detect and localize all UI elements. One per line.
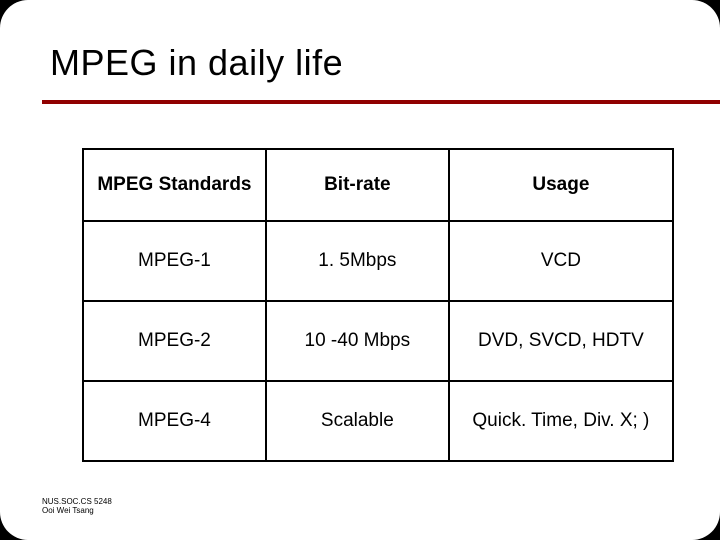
footer: NUS.SOC.CS 5248 Ooi Wei Tsang <box>42 497 112 516</box>
table-row: MPEG-2 10 -40 Mbps DVD, SVCD, HDTV <box>83 301 673 381</box>
cell-bitrate: 10 -40 Mbps <box>266 301 449 381</box>
mpeg-table-container: MPEG Standards Bit-rate Usage MPEG-1 1. … <box>82 148 674 462</box>
col-header-bitrate: Bit-rate <box>266 149 449 221</box>
col-header-usage: Usage <box>449 149 673 221</box>
slide-title: MPEG in daily life <box>50 42 343 84</box>
table-row: MPEG-4 Scalable Quick. Time, Div. X; ) <box>83 381 673 461</box>
cell-bitrate: Scalable <box>266 381 449 461</box>
mpeg-table: MPEG Standards Bit-rate Usage MPEG-1 1. … <box>82 148 674 462</box>
title-rule <box>42 100 720 104</box>
cell-bitrate: 1. 5Mbps <box>266 221 449 301</box>
cell-standard: MPEG-1 <box>83 221 266 301</box>
slide: MPEG in daily life MPEG Standards Bit-ra… <box>0 0 720 540</box>
footer-line-1: NUS.SOC.CS 5248 <box>42 497 112 507</box>
cell-usage: VCD <box>449 221 673 301</box>
cell-standard: MPEG-4 <box>83 381 266 461</box>
col-header-standards: MPEG Standards <box>83 149 266 221</box>
footer-line-2: Ooi Wei Tsang <box>42 506 112 516</box>
table-header-row: MPEG Standards Bit-rate Usage <box>83 149 673 221</box>
cell-usage: Quick. Time, Div. X; ) <box>449 381 673 461</box>
table-row: MPEG-1 1. 5Mbps VCD <box>83 221 673 301</box>
cell-usage: DVD, SVCD, HDTV <box>449 301 673 381</box>
cell-standard: MPEG-2 <box>83 301 266 381</box>
